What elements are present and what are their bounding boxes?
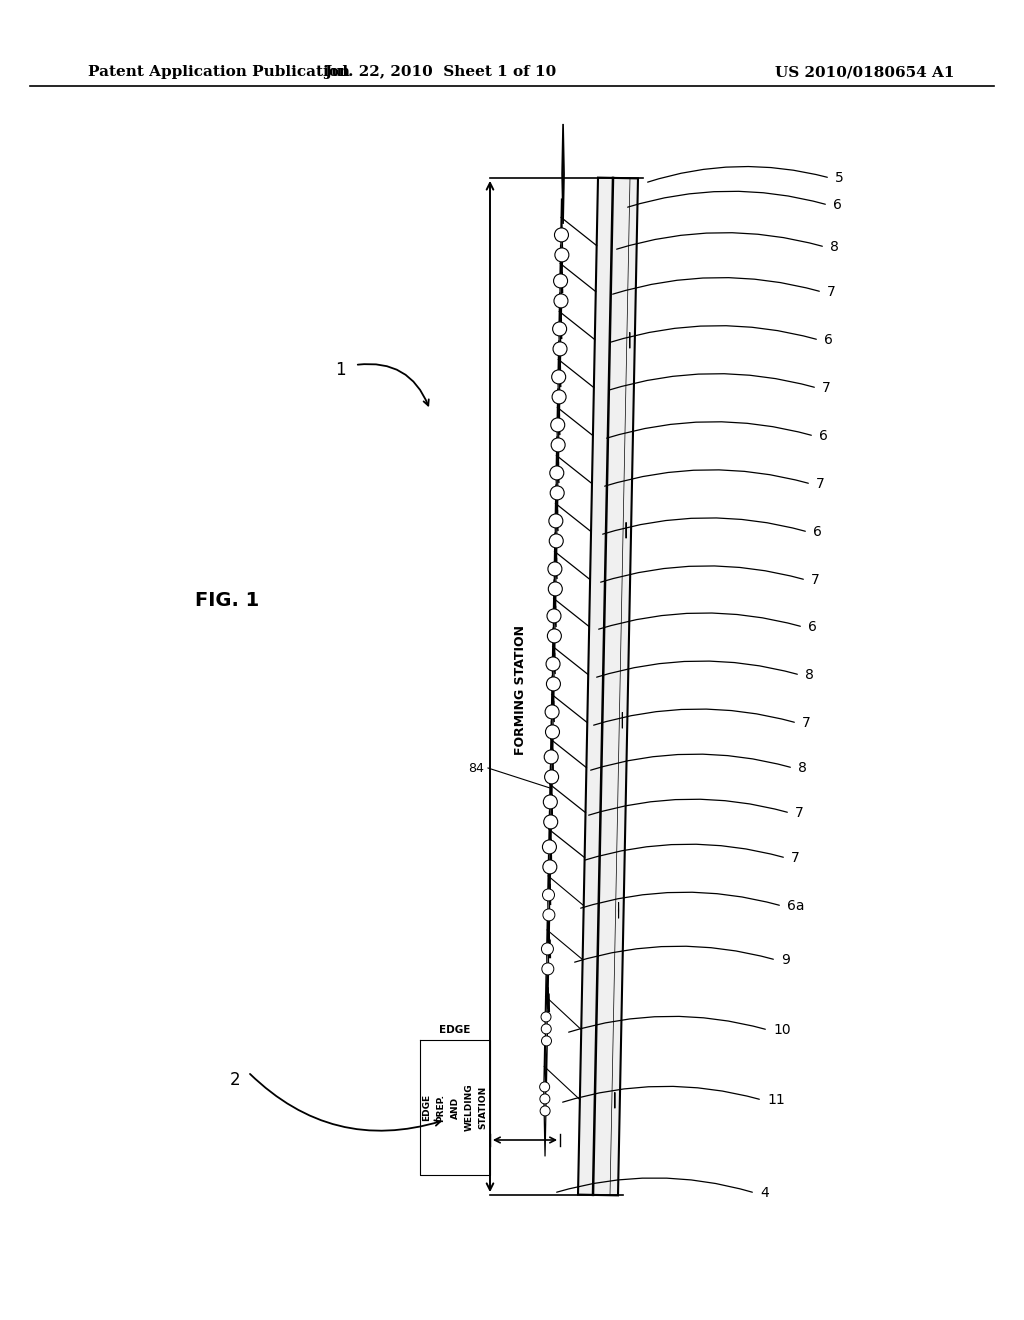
Text: STATION: STATION [478,1086,487,1129]
Text: 6: 6 [808,620,817,634]
Polygon shape [552,627,554,721]
Circle shape [543,888,555,902]
Polygon shape [554,532,556,626]
Text: Jul. 22, 2010  Sheet 1 of 10: Jul. 22, 2010 Sheet 1 of 10 [324,65,556,79]
Text: 7: 7 [795,807,804,820]
Circle shape [552,389,566,404]
Circle shape [543,909,555,921]
Text: 7: 7 [822,381,830,395]
Circle shape [548,562,562,576]
Text: PREP.: PREP. [436,1093,445,1122]
Polygon shape [561,198,562,292]
Circle shape [544,795,557,809]
Text: 7: 7 [827,285,836,300]
Circle shape [550,466,564,480]
Polygon shape [562,124,564,224]
Circle shape [543,840,556,854]
Text: 6: 6 [833,198,842,213]
Circle shape [550,486,564,500]
Polygon shape [558,341,560,433]
Circle shape [553,322,566,335]
Circle shape [542,1036,552,1045]
Text: 6: 6 [819,429,827,444]
Polygon shape [555,484,557,577]
Polygon shape [549,810,551,903]
Circle shape [546,657,560,671]
Circle shape [544,814,558,829]
Circle shape [542,962,554,975]
Text: 9: 9 [781,953,790,968]
Text: 7: 7 [791,851,800,865]
Text: 8: 8 [830,240,839,253]
Circle shape [554,275,567,288]
Text: AND: AND [451,1097,460,1118]
Circle shape [546,725,559,739]
Text: 2: 2 [229,1071,241,1089]
Polygon shape [551,721,552,813]
Text: 4: 4 [760,1185,769,1200]
Circle shape [548,628,561,643]
Polygon shape [560,244,562,338]
Circle shape [548,582,562,595]
Polygon shape [544,1041,546,1156]
Circle shape [540,1094,550,1104]
Text: US 2010/0180654 A1: US 2010/0180654 A1 [775,65,954,79]
Text: 6: 6 [813,525,822,539]
Circle shape [544,750,558,764]
Circle shape [551,418,565,432]
Circle shape [545,770,559,784]
Polygon shape [548,855,550,954]
Circle shape [540,1106,550,1115]
Polygon shape [547,909,549,1008]
Circle shape [555,248,569,261]
Circle shape [549,533,563,548]
Text: 84: 84 [468,762,484,775]
Circle shape [549,513,563,528]
Circle shape [541,1012,551,1022]
Circle shape [551,438,565,451]
Polygon shape [559,293,561,385]
Text: 1: 1 [335,360,345,379]
Text: 6: 6 [824,333,833,347]
Circle shape [554,294,568,308]
Text: 7: 7 [811,573,820,587]
Text: Patent Application Publication: Patent Application Publication [88,65,350,79]
Circle shape [540,1082,550,1092]
Polygon shape [550,766,552,858]
Text: 7: 7 [802,715,811,730]
Polygon shape [578,178,638,1196]
Circle shape [542,942,553,954]
Text: 5: 5 [835,172,844,185]
Circle shape [553,342,567,356]
Text: EDGE: EDGE [439,1026,471,1035]
Text: FIG. 1: FIG. 1 [195,590,259,610]
Text: FORMING STATION: FORMING STATION [513,624,526,755]
Polygon shape [545,972,548,1086]
Text: 10: 10 [773,1023,791,1038]
Text: 8: 8 [805,668,814,682]
Polygon shape [553,579,555,672]
Circle shape [552,370,565,384]
Text: EDGE: EDGE [423,1094,431,1121]
Circle shape [547,609,561,623]
Circle shape [543,859,557,874]
Text: 8: 8 [798,762,807,775]
Text: 11: 11 [767,1093,784,1107]
Text: 6a: 6a [787,899,805,913]
Circle shape [542,1024,551,1034]
Circle shape [547,677,560,690]
Circle shape [545,705,559,719]
Polygon shape [556,437,558,529]
Text: 7: 7 [816,477,824,491]
Circle shape [554,228,568,242]
Polygon shape [551,676,553,768]
Text: WELDING: WELDING [465,1084,473,1131]
Polygon shape [557,388,559,482]
